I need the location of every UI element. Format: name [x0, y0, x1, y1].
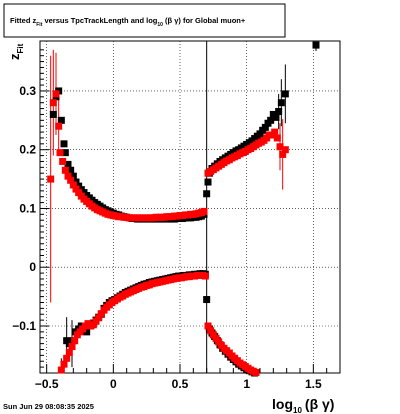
red-data-point	[97, 310, 105, 318]
black-data-point	[67, 166, 75, 174]
timestamp: Sun Jun 29 08:08:35 2025	[3, 402, 94, 411]
red-data-point	[55, 122, 63, 130]
y-tick-label: 0.2	[19, 143, 36, 157]
red-data-point	[204, 322, 212, 330]
x-tick-label: −0.5	[35, 377, 59, 391]
red-data-point	[69, 181, 77, 189]
y-tick-labels: −0.1 0 0.1 0.2 0.3	[12, 84, 36, 333]
black-data-point	[272, 113, 280, 121]
black-data-point	[204, 178, 212, 186]
red-data-point	[207, 327, 215, 335]
red-data-point	[61, 166, 69, 174]
red-data-point	[68, 343, 76, 351]
data-points	[47, 41, 320, 377]
y-tick-label: 0	[29, 260, 36, 274]
black-data-point	[64, 160, 72, 168]
black-data-point	[261, 123, 269, 131]
red-data-point	[49, 99, 57, 107]
red-data-point	[92, 317, 100, 325]
red-data-point	[64, 172, 72, 180]
red-data-point	[201, 272, 209, 280]
red-data-point	[67, 176, 75, 184]
red-data-point	[215, 338, 223, 346]
red-data-point	[209, 331, 217, 339]
red-data-point	[279, 150, 287, 158]
red-data-point	[56, 149, 64, 157]
y-axis-title: zFit	[7, 43, 25, 60]
black-data-point	[312, 41, 320, 49]
black-data-point	[277, 99, 285, 107]
red-data-point	[60, 360, 68, 368]
chart-title: Fitted zFit versus TpcTrackLength and lo…	[10, 16, 246, 28]
y-tick-label: 0.3	[19, 84, 36, 98]
red-data-point	[212, 334, 220, 342]
black-data-point	[203, 190, 211, 198]
x-tick-label: 1	[243, 377, 250, 391]
red-data-point	[252, 368, 260, 376]
black-data-point	[256, 130, 264, 138]
red-data-point	[271, 128, 279, 136]
black-data-point	[49, 110, 57, 118]
red-data-point	[65, 348, 73, 356]
black-data-point	[61, 149, 69, 157]
red-data-point	[71, 337, 79, 345]
red-data-point	[59, 157, 67, 165]
y-tick-label: 0.1	[19, 201, 36, 215]
black-data-point	[57, 116, 65, 124]
red-data-point	[281, 146, 289, 154]
y-tick-label: −0.1	[12, 319, 36, 333]
x-tick-label: 1.5	[305, 377, 322, 391]
grid-lines	[40, 41, 340, 373]
x-tick-label: 0	[110, 377, 117, 391]
black-data-point	[60, 140, 68, 148]
black-data-point	[275, 108, 283, 116]
red-data-point	[273, 134, 281, 142]
red-data-point	[200, 207, 208, 215]
x-tick-label: 0.5	[172, 377, 189, 391]
red-data-point	[57, 366, 65, 374]
x-tick-labels: −0.5 0 0.5 1 1.5	[35, 377, 322, 391]
red-data-point	[63, 354, 71, 362]
title-box	[3, 3, 286, 38]
red-data-point	[89, 321, 97, 329]
plot-frame	[39, 40, 341, 374]
x-axis-title: log10 (β γ)	[272, 396, 334, 414]
black-data-point	[267, 116, 275, 124]
black-data-point	[83, 328, 91, 336]
black-data-point	[203, 296, 211, 304]
red-data-point	[276, 143, 284, 151]
red-data-point	[47, 175, 55, 183]
red-data-point	[72, 185, 80, 193]
black-data-point	[69, 172, 77, 180]
black-data-point	[281, 90, 289, 98]
red-data-point	[95, 314, 103, 322]
red-data-point	[52, 90, 60, 98]
red-data-point	[75, 189, 83, 197]
